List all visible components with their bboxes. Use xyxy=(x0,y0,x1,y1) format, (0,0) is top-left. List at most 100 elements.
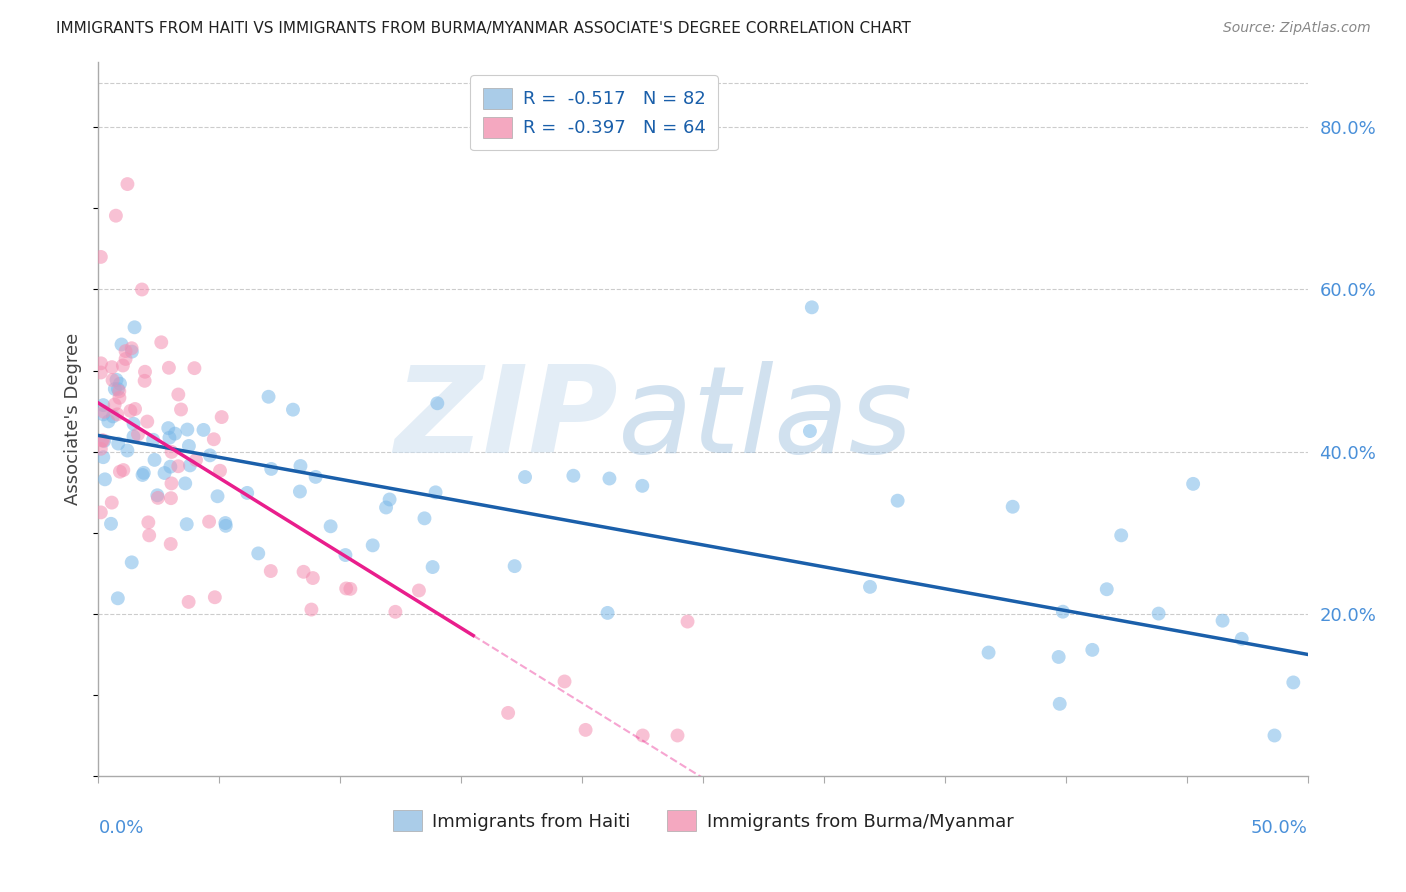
Point xyxy=(121,344,143,359)
Point xyxy=(183,361,205,376)
Point xyxy=(179,458,201,473)
Point xyxy=(1095,582,1118,597)
Point xyxy=(257,390,280,404)
Point xyxy=(111,359,134,373)
Point xyxy=(288,484,311,499)
Point xyxy=(378,492,401,507)
Point xyxy=(134,365,156,379)
Point xyxy=(121,555,143,569)
Point xyxy=(260,564,283,578)
Point xyxy=(1109,528,1132,542)
Point xyxy=(215,518,238,533)
Point xyxy=(260,462,283,476)
Point xyxy=(247,546,270,560)
Point xyxy=(117,443,139,458)
Point xyxy=(176,423,198,437)
Point xyxy=(319,519,342,533)
Point xyxy=(1282,675,1305,690)
Point xyxy=(886,493,908,508)
Point xyxy=(163,426,186,441)
Point xyxy=(131,283,153,297)
Point xyxy=(127,427,149,442)
Point xyxy=(335,548,357,562)
Point xyxy=(384,605,406,619)
Point xyxy=(596,606,619,620)
Point xyxy=(110,337,132,351)
Point xyxy=(425,485,447,500)
Point xyxy=(159,431,181,445)
Point xyxy=(101,409,124,424)
Point xyxy=(94,472,117,486)
Legend: Immigrants from Haiti, Immigrants from Burma/Myanmar: Immigrants from Haiti, Immigrants from B… xyxy=(385,803,1021,838)
Point xyxy=(1047,650,1070,665)
Point xyxy=(496,706,519,720)
Point xyxy=(1263,729,1285,743)
Text: IMMIGRANTS FROM HAITI VS IMMIGRANTS FROM BURMA/MYANMAR ASSOCIATE'S DEGREE CORREL: IMMIGRANTS FROM HAITI VS IMMIGRANTS FROM… xyxy=(56,21,911,36)
Point xyxy=(108,376,131,391)
Point xyxy=(513,470,536,484)
Point xyxy=(107,382,129,396)
Point xyxy=(108,391,131,405)
Point xyxy=(503,559,526,574)
Point xyxy=(598,471,620,485)
Point xyxy=(136,415,159,429)
Point xyxy=(304,470,326,484)
Text: Source: ZipAtlas.com: Source: ZipAtlas.com xyxy=(1223,21,1371,35)
Point xyxy=(90,505,112,519)
Point xyxy=(93,405,115,419)
Text: ZIP: ZIP xyxy=(395,360,619,478)
Point xyxy=(799,424,821,438)
Point xyxy=(97,414,120,428)
Point xyxy=(177,439,200,453)
Point xyxy=(108,384,131,399)
Point xyxy=(208,464,231,478)
Text: atlas: atlas xyxy=(619,360,914,478)
Point xyxy=(100,495,122,509)
Point xyxy=(108,465,131,479)
Point xyxy=(800,301,823,315)
Point xyxy=(198,515,221,529)
Point xyxy=(90,442,112,456)
Point xyxy=(204,591,226,605)
Point xyxy=(90,250,112,264)
Point xyxy=(292,565,315,579)
Point xyxy=(107,591,129,606)
Point xyxy=(122,417,145,431)
Point xyxy=(150,335,173,350)
Point xyxy=(281,402,304,417)
Point xyxy=(146,488,169,502)
Point xyxy=(426,396,449,410)
Point xyxy=(153,466,176,480)
Text: 0.0%: 0.0% xyxy=(98,819,143,837)
Point xyxy=(574,723,596,737)
Text: 50.0%: 50.0% xyxy=(1251,819,1308,837)
Point xyxy=(159,537,181,551)
Point xyxy=(91,434,114,448)
Point xyxy=(134,374,156,388)
Point xyxy=(198,448,221,462)
Point xyxy=(1001,500,1024,514)
Point xyxy=(136,516,159,530)
Point xyxy=(977,646,1000,660)
Point xyxy=(562,468,585,483)
Point xyxy=(631,479,654,493)
Point xyxy=(177,595,200,609)
Point xyxy=(143,453,166,467)
Point xyxy=(160,445,183,459)
Point xyxy=(114,344,136,359)
Point xyxy=(236,486,259,500)
Point xyxy=(112,463,135,477)
Point xyxy=(631,729,654,743)
Point xyxy=(157,360,180,375)
Point xyxy=(408,583,430,598)
Point xyxy=(302,571,325,585)
Point xyxy=(157,421,180,435)
Point xyxy=(107,436,129,450)
Point xyxy=(120,404,142,418)
Point xyxy=(375,500,398,515)
Point xyxy=(105,408,128,422)
Point xyxy=(114,351,136,366)
Point xyxy=(146,491,169,505)
Point xyxy=(207,489,229,503)
Point xyxy=(1147,607,1170,621)
